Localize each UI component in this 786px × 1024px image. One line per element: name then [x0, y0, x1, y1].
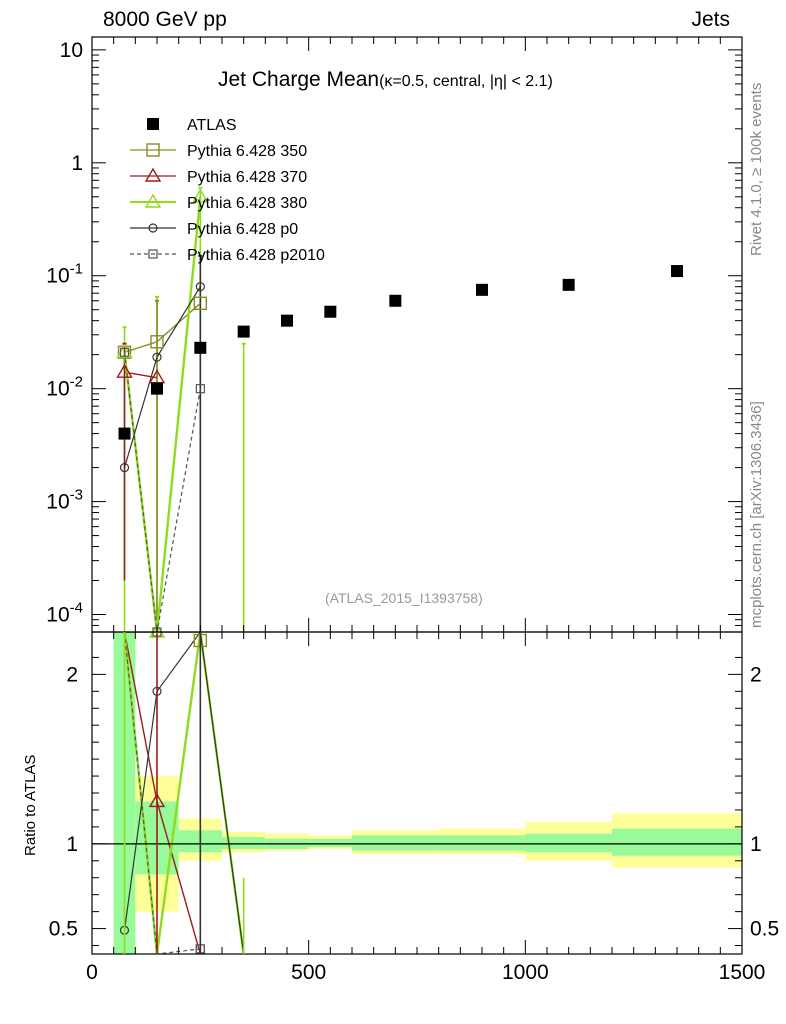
- ratio-band-green: [352, 835, 439, 851]
- ratio-band-green: [308, 838, 352, 848]
- ratio-y-tick-label-right: 0.5: [750, 918, 779, 941]
- legend-label: Pythia 6.428 370: [187, 169, 307, 186]
- mc-point: [119, 462, 130, 473]
- chart-title-main: Jet Charge Mean: [218, 68, 380, 91]
- x-tick-label: 0: [86, 961, 98, 984]
- ratio-y-tick-label: 1: [66, 833, 78, 856]
- mc-point: [119, 347, 130, 357]
- legend-label: Pythia 6.428 p0: [187, 221, 298, 238]
- legend-marker: [144, 167, 162, 182]
- legend-label: Pythia 6.428 380: [187, 195, 307, 212]
- mc-point: [152, 352, 162, 362]
- ratio-y-tick-label-right: 1: [750, 833, 762, 856]
- chart-title-sub: (κ=0.5, central, |η| < 2.1): [379, 73, 553, 90]
- atlas-point: [389, 294, 402, 307]
- ratio-y-tick-label: 0.5: [49, 918, 78, 941]
- x-tick-label: 500: [291, 961, 326, 984]
- legend-label: Pythia 6.428 350: [187, 143, 307, 160]
- axes-frame: 10 1 10-1 10-2 10-3 10-4 0.5 0.5 1 1 2 2 0 500 1000 150…: [46, 36, 779, 984]
- legend-marker: [148, 249, 158, 259]
- legend-marker: [146, 143, 160, 157]
- ratio-series-line: [123, 632, 201, 954]
- atlas-point: [237, 325, 250, 338]
- ratio-band-green: [438, 835, 526, 851]
- ratio-y-tick-label-right: 2: [750, 663, 762, 686]
- x-tick-label: 1000: [502, 961, 549, 984]
- legend-marker: [148, 223, 158, 233]
- process-label: Jets: [691, 8, 730, 31]
- legend-label: ATLAS: [187, 117, 237, 134]
- legend-marker: [147, 118, 159, 130]
- y-tick-label: 10: [60, 39, 83, 62]
- atlas-point: [151, 382, 163, 395]
- series-lines: [123, 196, 245, 954]
- atlas-point: [562, 278, 575, 291]
- atlas-point: [671, 265, 683, 278]
- ratio-series-line: [123, 632, 245, 954]
- y-tick-label: 10-1: [46, 261, 83, 288]
- ratio-band-green: [612, 828, 742, 856]
- rivet-version-label: Rivet 4.1.0, ≥ 100k events: [748, 82, 765, 256]
- atlas-point: [118, 427, 131, 440]
- chart-title: Jet Charge Mean(κ=0.5, central, |η| < 2.…: [218, 68, 553, 92]
- series-line: [124, 302, 201, 353]
- mcplots-label: mcplots.cern.ch [arXiv:1306.3436]: [748, 401, 765, 628]
- mc-point: [195, 384, 205, 394]
- ratio-axis-label: Ratio to ATLAS: [22, 754, 39, 856]
- legend: ATLAS Pythia 6.428 350 Pythia 6.428 370 Pyt…: [130, 117, 325, 264]
- y-tick-label: 10-3: [46, 487, 83, 514]
- mc-point: [195, 282, 205, 292]
- mc-point: [193, 296, 208, 310]
- atlas-point: [324, 305, 337, 318]
- y-tick-label: 10-4: [46, 600, 83, 627]
- legend-label: Pythia 6.428 p2010: [187, 247, 325, 264]
- x-tick-label: 1500: [719, 961, 766, 984]
- atlas-point: [194, 341, 207, 354]
- ratio-band-green: [222, 837, 266, 849]
- series-line: [123, 286, 201, 468]
- atlas-point: [281, 314, 293, 327]
- error-bars: [122, 186, 246, 632]
- mc-point: [150, 335, 164, 349]
- series-line: [123, 352, 201, 632]
- y-tick-label: 10-2: [46, 374, 83, 401]
- ratio-band-green: [525, 833, 612, 853]
- energy-label: 8000 GeV pp: [103, 8, 227, 31]
- mc-point: [192, 188, 209, 203]
- analysis-watermark: (ATLAS_2015_I1393758): [325, 590, 483, 606]
- data-markers: [116, 188, 683, 954]
- ratio-frame: [91, 631, 743, 955]
- atlas-point: [476, 283, 488, 296]
- legend-marker: [144, 193, 162, 208]
- ratio-error-bars: [123, 632, 245, 954]
- mc-point: [116, 363, 133, 378]
- y-tick-label: 1: [71, 152, 83, 175]
- ratio-y-tick-label: 2: [66, 663, 78, 686]
